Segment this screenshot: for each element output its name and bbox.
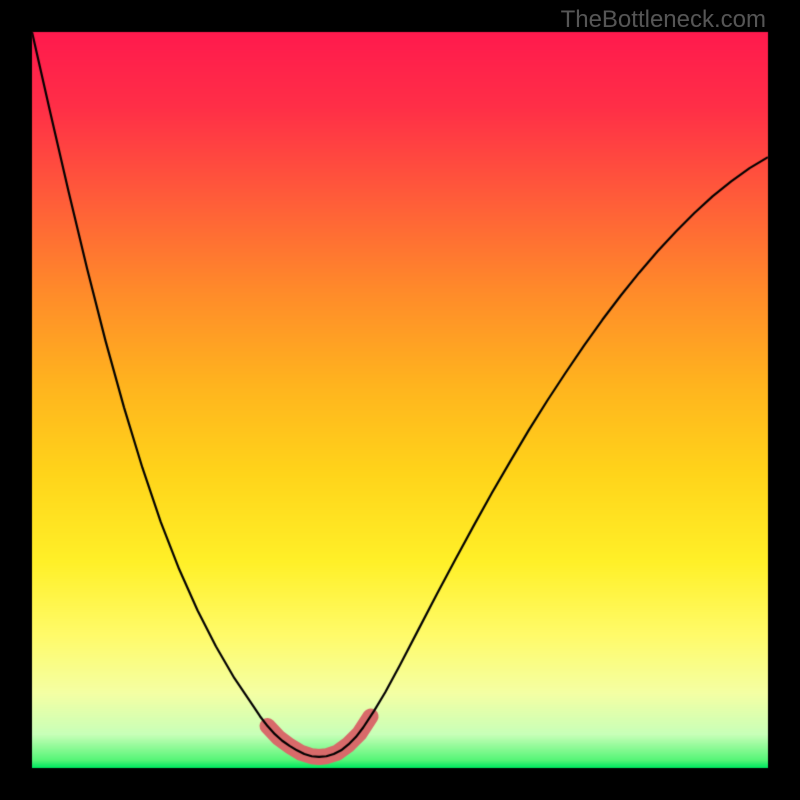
- chart-stage: TheBottleneck.com: [0, 0, 800, 800]
- watermark-text: TheBottleneck.com: [561, 6, 766, 34]
- bottleneck-curve: [0, 0, 800, 800]
